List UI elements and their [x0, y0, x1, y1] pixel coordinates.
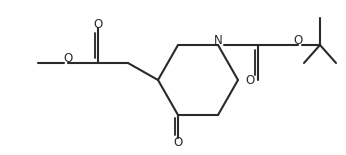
Text: O: O	[245, 73, 255, 86]
Text: N: N	[213, 35, 222, 47]
Text: O: O	[173, 137, 183, 150]
Text: O: O	[293, 35, 303, 47]
Text: O: O	[93, 18, 103, 31]
Text: O: O	[63, 51, 73, 64]
